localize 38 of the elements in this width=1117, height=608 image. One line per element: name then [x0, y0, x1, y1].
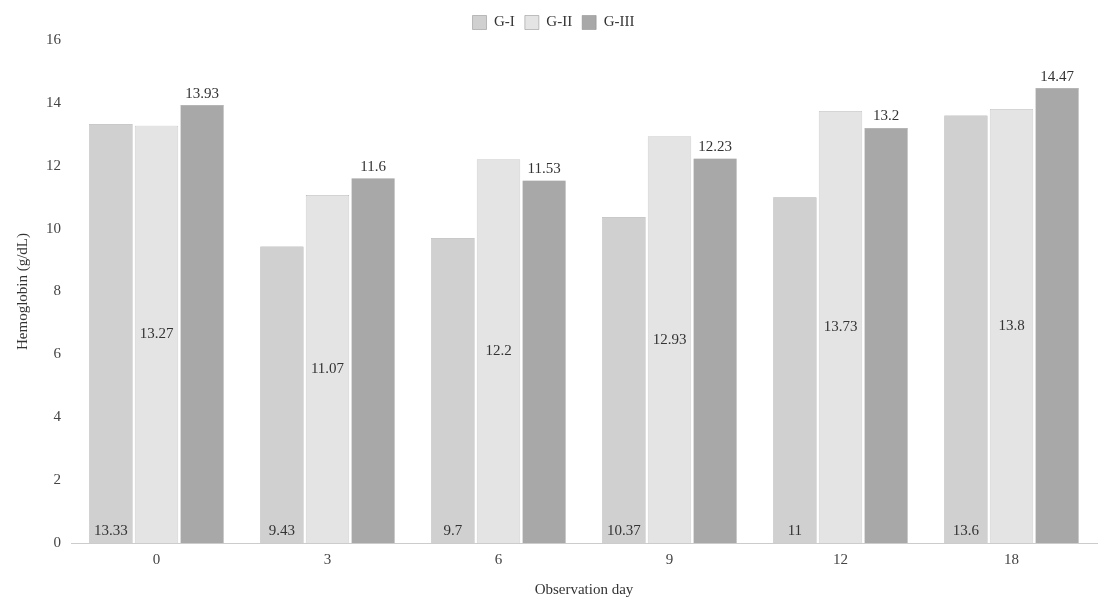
data-label: 13.6	[952, 521, 980, 538]
legend-label: G-III	[603, 13, 635, 30]
data-label: 9.7	[443, 521, 463, 538]
data-label: 10.37	[607, 521, 642, 538]
legend-label: G-I	[494, 13, 515, 30]
data-label: 13.2	[872, 107, 900, 124]
data-label: 11	[787, 521, 803, 538]
y-tick-label: 6	[53, 345, 62, 362]
x-tick-label: 9	[665, 550, 674, 567]
y-tick-label: 8	[53, 282, 61, 299]
y-tick-label: 0	[53, 533, 61, 550]
y-tick-label: 2	[53, 471, 61, 488]
data-label: 12.93	[652, 330, 687, 347]
data-label: 11.07	[310, 359, 345, 376]
y-tick-label: 12	[46, 156, 61, 173]
data-label: 14.47	[1040, 67, 1075, 84]
x-tick-label: 0	[152, 550, 161, 567]
data-label: 11.53	[527, 159, 561, 176]
x-tick-label: 18	[1004, 550, 1019, 567]
y-tick-label: 16	[46, 30, 62, 47]
y-tick-label: 14	[46, 93, 62, 110]
x-tick-label: 12	[833, 550, 848, 567]
data-label: 13.27	[139, 325, 174, 342]
data-label: 12.2	[485, 342, 512, 359]
x-tick-label: 6	[494, 550, 503, 567]
y-tick-label: 4	[53, 408, 62, 425]
data-label: 13.8	[998, 317, 1025, 334]
data-label: 13.93	[185, 84, 219, 101]
data-label: 13.73	[823, 318, 858, 335]
data-label: 9.43	[268, 521, 296, 538]
x-tick-label: 3	[323, 550, 332, 567]
data-label: 13.33	[94, 521, 128, 538]
x-axis-title: Observation day	[534, 580, 634, 597]
y-axis-title: Hemoglobin (g/dL)	[13, 232, 31, 351]
y-tick-label: 10	[46, 219, 61, 236]
legend-label: G-II	[546, 13, 573, 30]
data-label: 11.6	[360, 157, 387, 174]
data-label: 12.23	[698, 137, 732, 154]
